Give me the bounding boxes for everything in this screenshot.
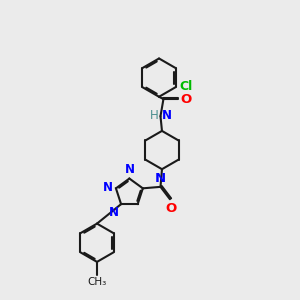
- Text: H: H: [150, 109, 158, 122]
- Text: O: O: [181, 93, 192, 106]
- Text: N: N: [162, 109, 172, 122]
- Text: O: O: [165, 202, 176, 214]
- Text: Cl: Cl: [179, 80, 192, 93]
- Text: N: N: [125, 163, 135, 176]
- Text: N: N: [155, 172, 166, 185]
- Text: N: N: [102, 181, 112, 194]
- Text: N: N: [109, 206, 119, 219]
- Text: CH₃: CH₃: [87, 277, 106, 286]
